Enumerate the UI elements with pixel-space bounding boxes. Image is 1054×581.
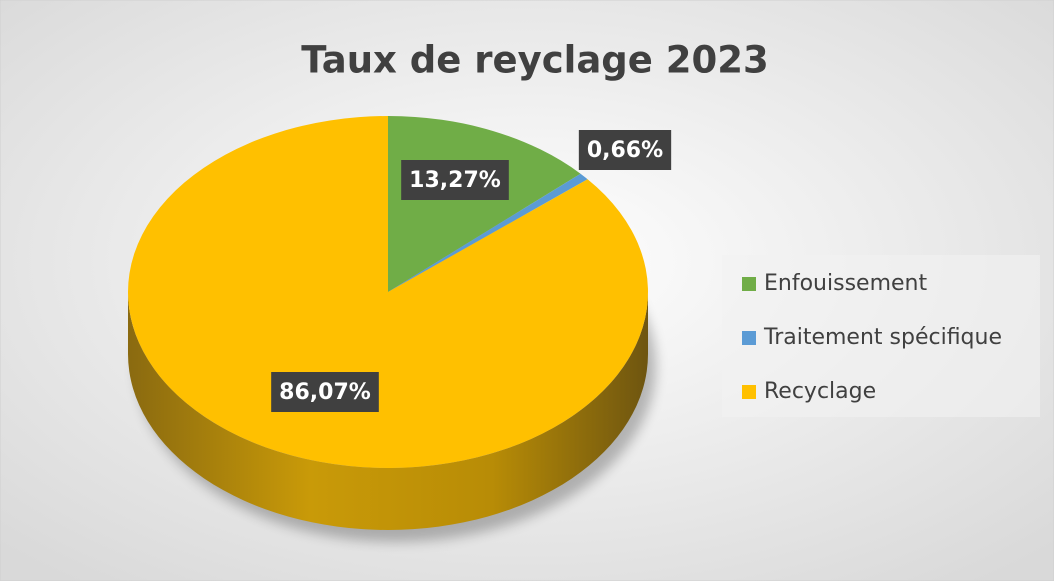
- pie-slice: [128, 116, 649, 469]
- data-label: 13,27%: [409, 168, 501, 193]
- legend: Enfouissement Traitement spécifique Recycl…: [722, 255, 1040, 417]
- legend-label: Recyclage: [764, 379, 876, 404]
- legend-label: Traitement spécifique: [763, 325, 1002, 350]
- data-label-box: [578, 130, 672, 170]
- legend-background: [722, 255, 1040, 417]
- data-label-box: [271, 372, 379, 412]
- data-label-box: [401, 160, 509, 200]
- pie: 13,27% 0,66% 86,07%: [128, 116, 672, 542]
- pie-slice: [388, 173, 588, 292]
- data-label: 86,07%: [279, 380, 371, 405]
- data-label: 0,66%: [587, 138, 663, 163]
- legend-swatch: [742, 385, 756, 399]
- legend-swatch: [742, 277, 756, 291]
- legend-label: Enfouissement: [764, 271, 927, 296]
- pie-side: [128, 292, 648, 530]
- chart-title: Taux de reyclage 2023: [301, 39, 768, 82]
- legend-swatch: [742, 331, 756, 345]
